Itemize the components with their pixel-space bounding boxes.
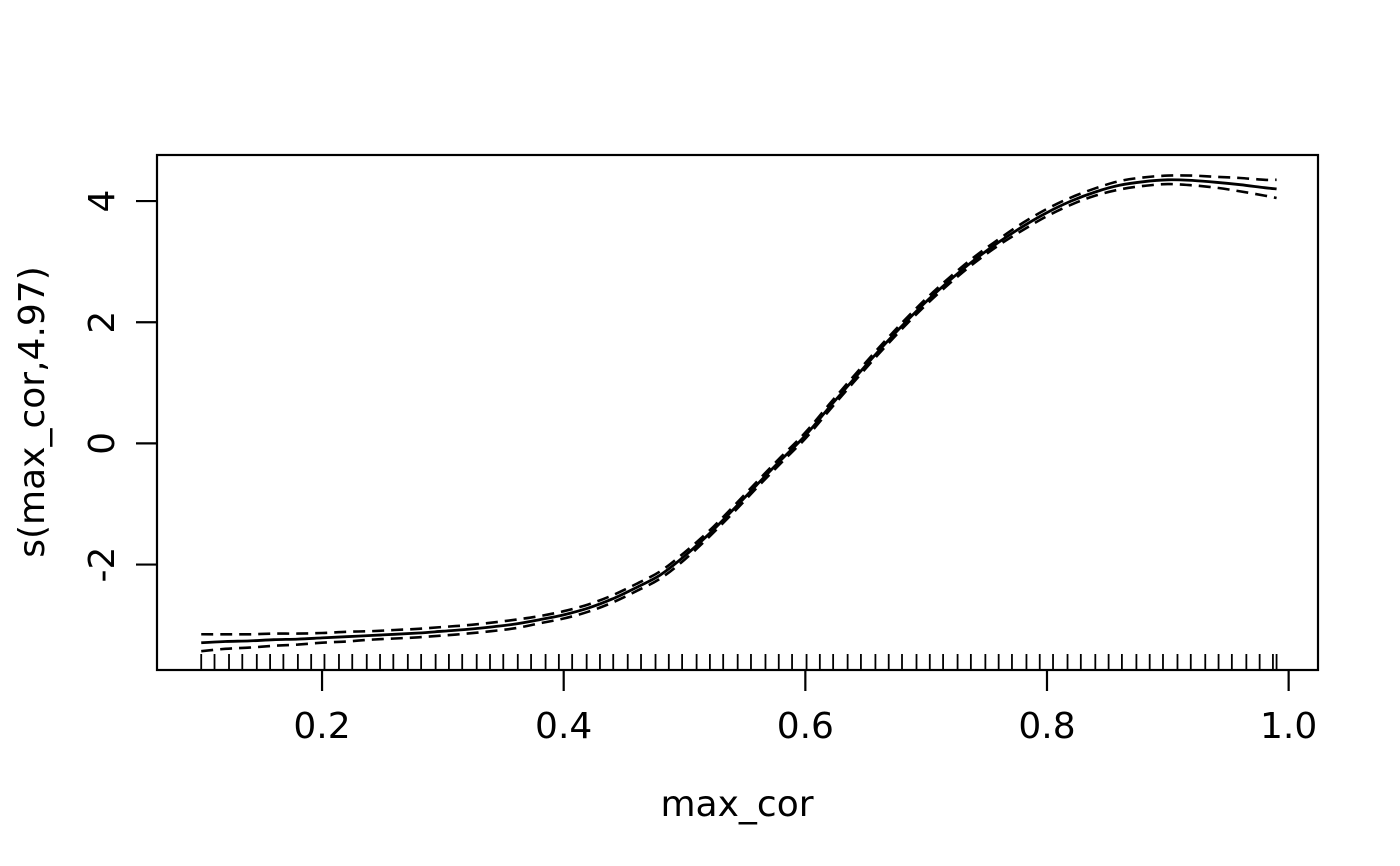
axis-layer: 0.2 0.4 0.6 0.8 1.0 -2 0 2 4	[82, 153, 1320, 747]
x-axis-tick-label: 1.0	[1260, 706, 1317, 747]
curve-layer	[201, 174, 1277, 653]
x-axis-tick-label: 0.6	[777, 706, 834, 747]
y-axis-tick-label: 0	[82, 432, 123, 455]
x-axis-tick-label: 0.8	[1018, 706, 1075, 747]
ci-lower-curve	[201, 182, 1277, 653]
x-axis-tick-label: 0.2	[293, 706, 350, 747]
x-axis-title: max_cor	[660, 784, 813, 825]
plot-border	[155, 153, 1320, 672]
y-axis-tick-label: -2	[82, 547, 123, 583]
y-axis-tick-label: 4	[82, 190, 123, 213]
ci-upper-curve	[201, 174, 1277, 636]
y-axis-tick-label: 2	[82, 311, 123, 334]
x-axis-tick-label: 0.4	[535, 706, 592, 747]
y-axis-title: s(max_cor,4.97)	[12, 266, 53, 558]
smooth-estimate-curve	[201, 178, 1277, 645]
rug-layer	[200, 654, 1278, 669]
